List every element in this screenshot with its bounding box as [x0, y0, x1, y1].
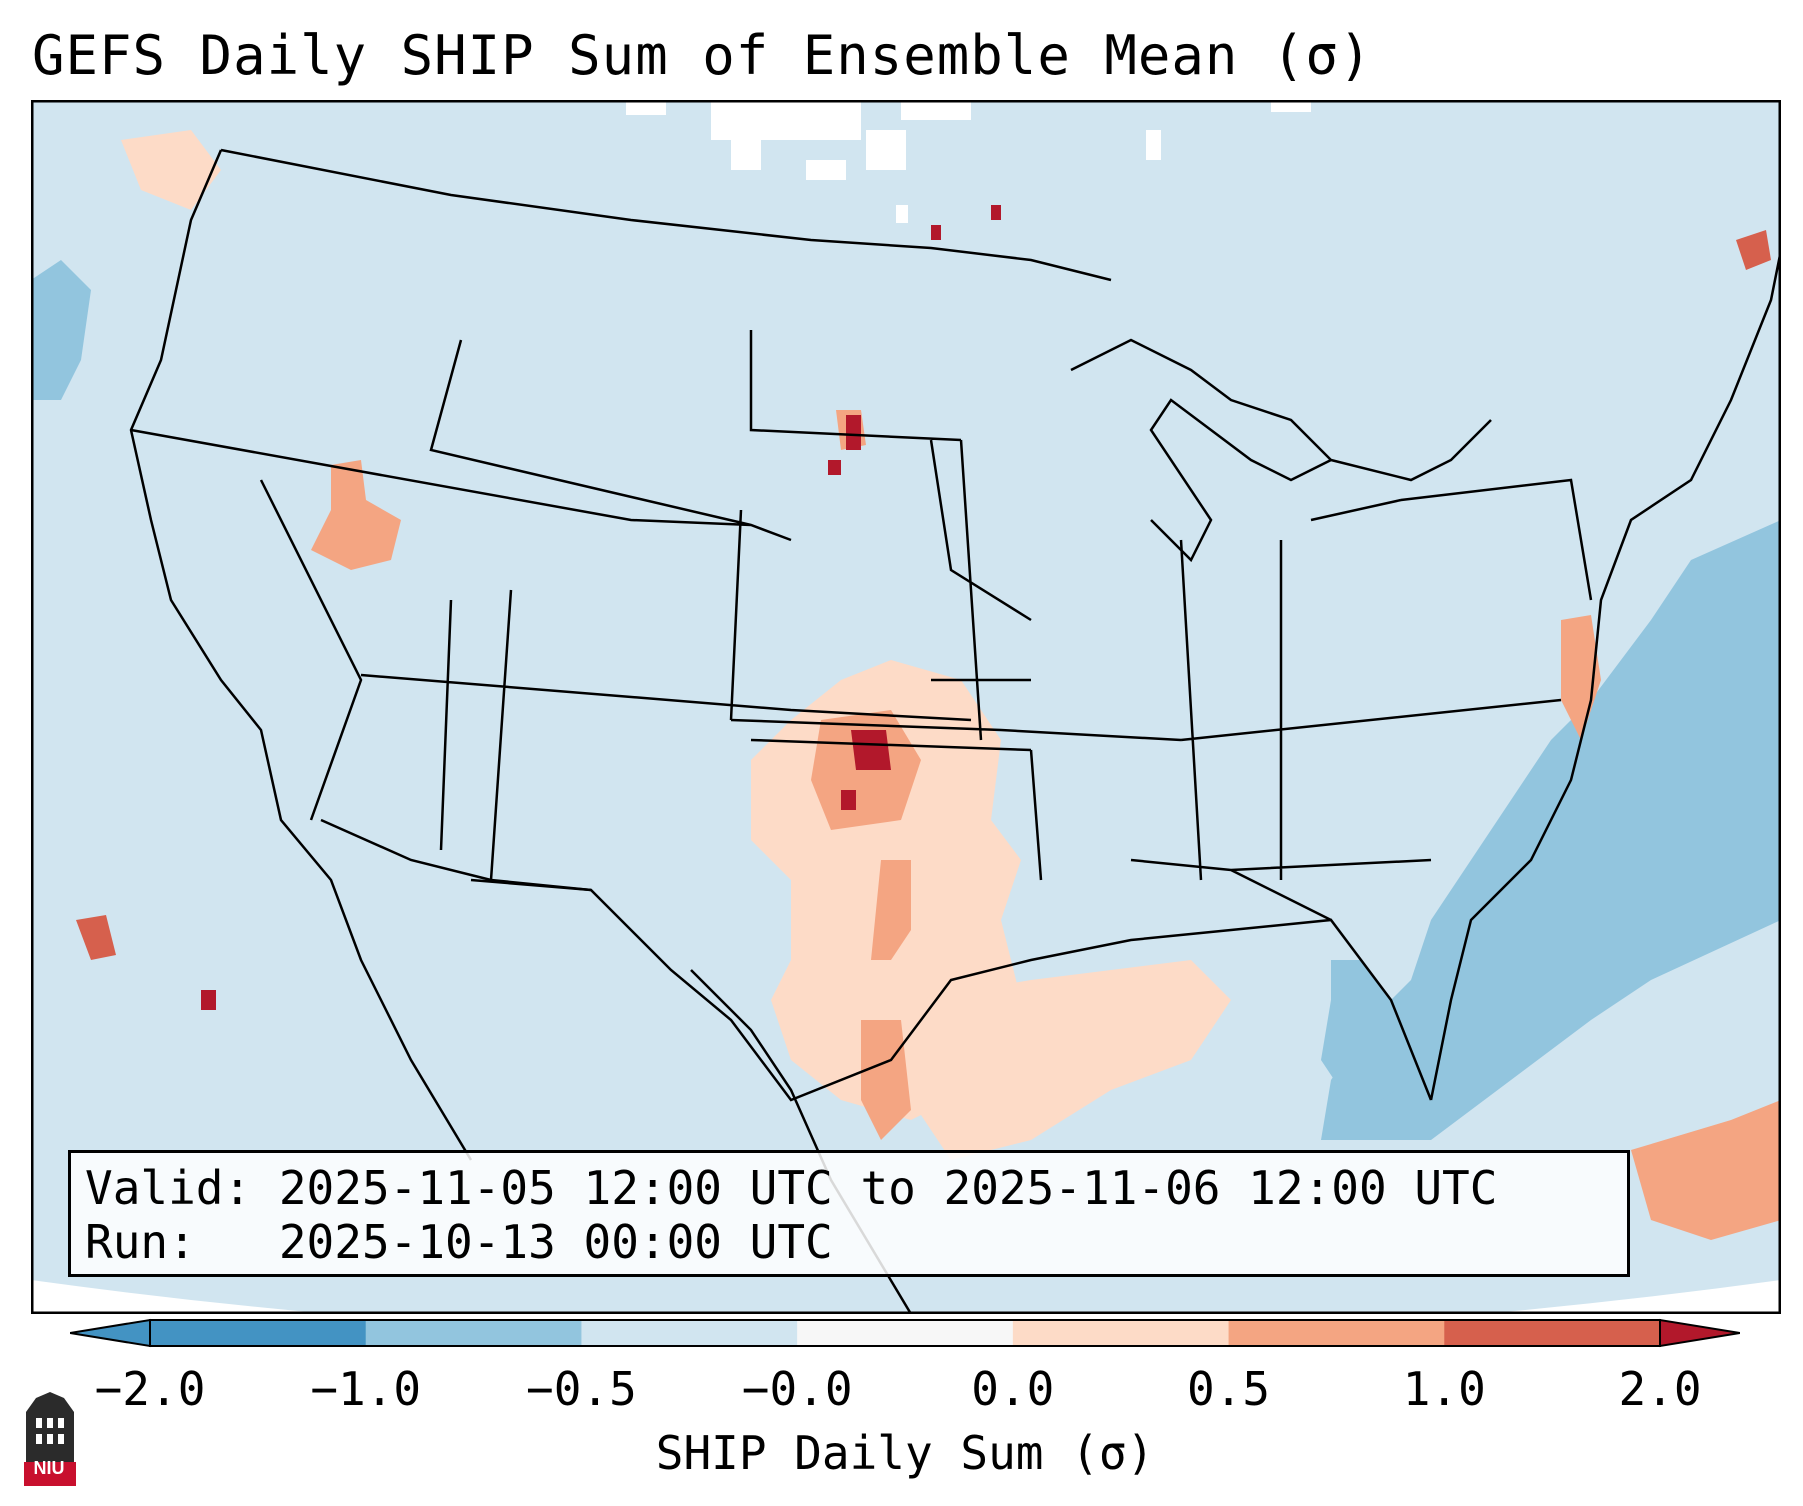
colorbar-segment: [150, 1320, 367, 1346]
state-lines-central: [730, 330, 1182, 881]
colorbar-tick-label: −0.0: [741, 1362, 853, 1416]
colorbar-label: SHIP Daily Sum (σ): [655, 1426, 1155, 1480]
pacific-dot-1: [76, 915, 116, 960]
valid-run-infobox: Valid: 2025-11-05 12:00 UTC to 2025-11-0…: [68, 1150, 1630, 1277]
colorbar-tick-label: −1.0: [310, 1362, 422, 1416]
state-lines-east: [1130, 478, 1593, 922]
no-data-patches: [626, 100, 1311, 223]
colorbar-frame: [149, 1319, 1661, 1347]
colorbar-segment: [1444, 1320, 1661, 1346]
utah-anomaly: [311, 460, 401, 570]
colorbar-segment: [581, 1320, 798, 1346]
pacific-dot-2: [201, 990, 216, 1010]
boundaries: [129, 148, 1781, 1314]
great-lakes: [1070, 338, 1492, 563]
chart-title: GEFS Daily SHIP Sum of Ensemble Mean (σ): [32, 24, 1373, 87]
maine-anomaly: [1736, 230, 1771, 270]
colorbar-arrow-left: [70, 1318, 151, 1348]
map-panel: [31, 100, 1781, 1314]
colorbar-tick-label: 1.0: [1402, 1362, 1486, 1416]
colorbar-tick-label: 0.5: [1187, 1362, 1271, 1416]
colorbar-segment: [1228, 1320, 1445, 1346]
dakota-anomaly-max: [828, 415, 861, 475]
gulf-anomaly: [1321, 960, 1411, 1100]
colorbar-arrow-right: [1659, 1318, 1740, 1348]
colorbar: [70, 1318, 1740, 1348]
positive-anomalies: [76, 130, 1781, 1240]
gulf-coast: [470, 878, 1433, 1102]
minnesota-dots: [931, 205, 1001, 240]
gulf-anomaly-light: [911, 960, 1231, 1160]
colorbar-tick-label: 0.0: [971, 1362, 1055, 1416]
colorbar-tick-label: −0.5: [526, 1362, 637, 1416]
carolina-anomaly: [1561, 615, 1601, 740]
colorbar-tick-label: −2.0: [94, 1362, 206, 1416]
east-coast: [1429, 249, 1781, 1101]
us-canada-border: [220, 148, 1112, 282]
logo-text: NIU: [33, 1458, 65, 1478]
niu-logo: [24, 1392, 76, 1486]
logo-badge: [24, 1462, 76, 1486]
atlantic-anomaly: [1321, 520, 1781, 1140]
nw-anomaly: [121, 130, 221, 210]
caribbean-anomaly: [1631, 1100, 1781, 1240]
kansas-anomaly-max: [841, 730, 891, 810]
west-coast: [129, 149, 473, 1161]
colorbar-segments: [150, 1320, 1661, 1346]
colorbar-segment: [1012, 1320, 1230, 1346]
colorbar-segment: [365, 1320, 582, 1346]
pacific-anomaly: [31, 260, 91, 400]
map-frame: [31, 100, 1781, 1314]
run-time: Run: 2025-10-13 00:00 UTC: [85, 1215, 833, 1269]
colorbar-tick-label: 2.0: [1618, 1362, 1702, 1416]
colorbar-segment: [797, 1320, 1014, 1346]
valid-time: Valid: 2025-11-05 12:00 UTC to 2025-11-0…: [85, 1161, 1498, 1215]
projection-edge: [31, 1280, 1781, 1314]
texas-anomaly-med: [861, 860, 911, 1140]
